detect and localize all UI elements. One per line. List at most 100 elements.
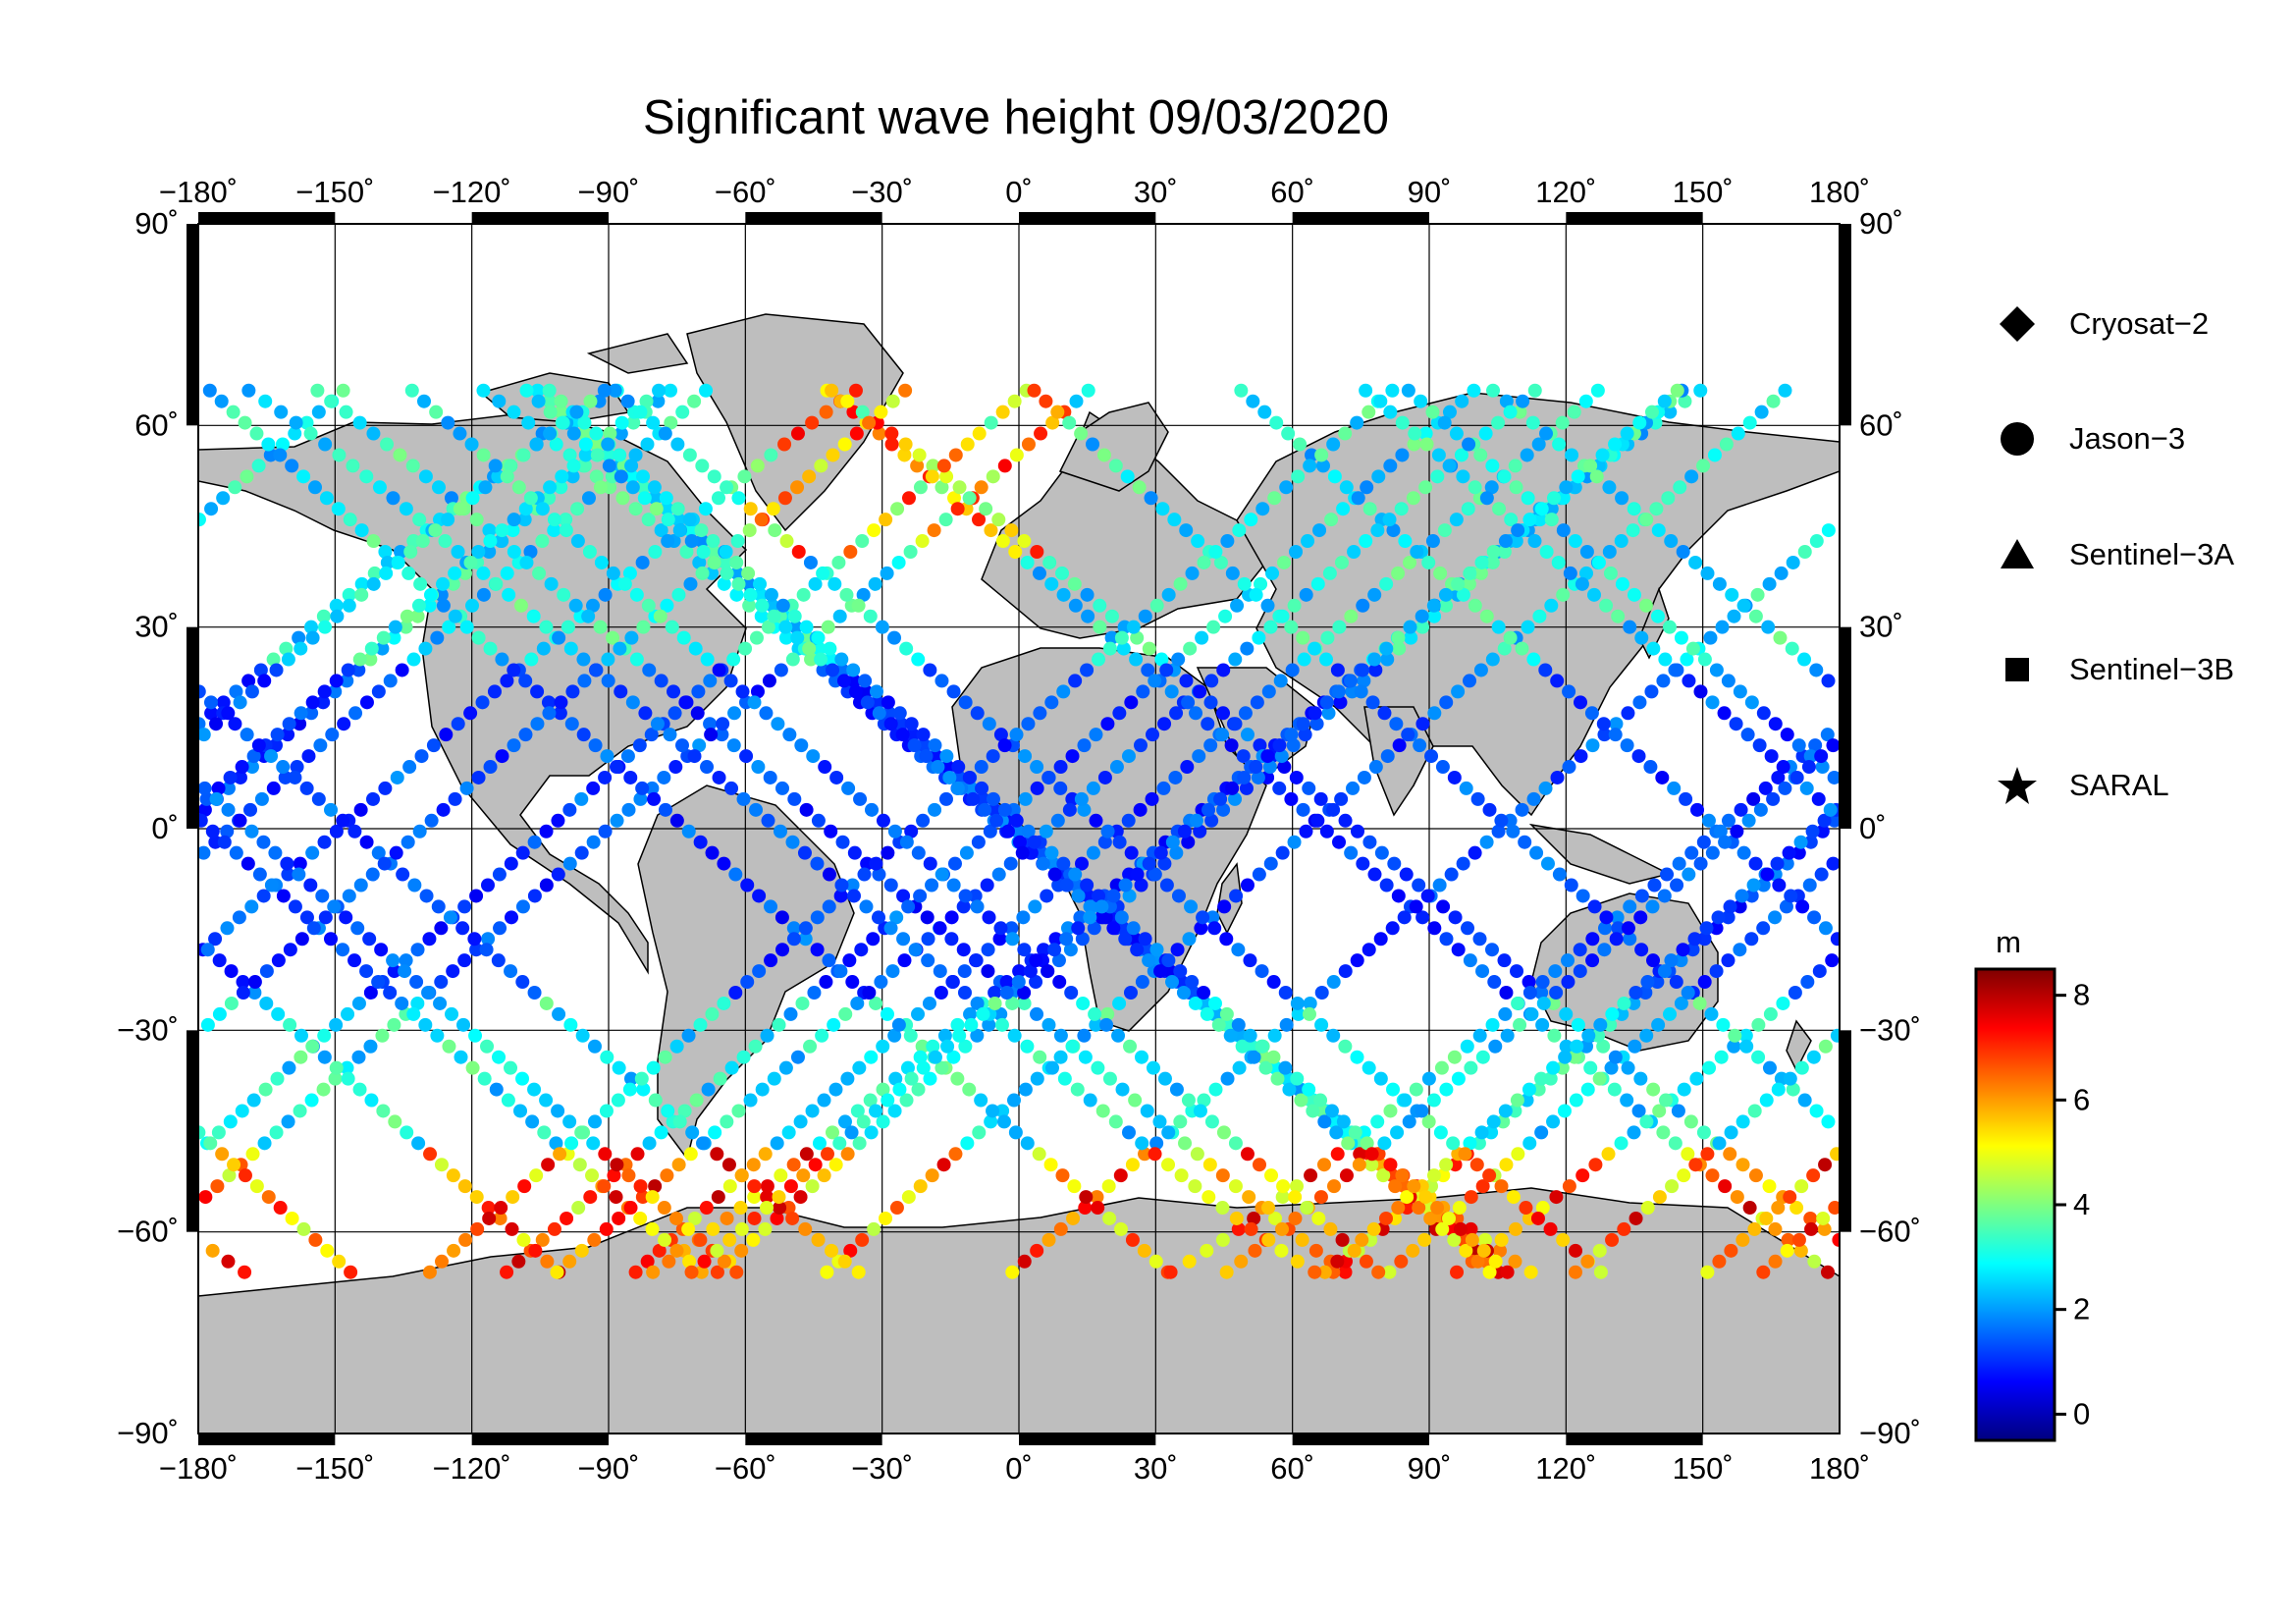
- track-point: [342, 598, 356, 613]
- track-point: [1540, 856, 1555, 871]
- track-point: [241, 674, 256, 688]
- track-point: [390, 770, 404, 784]
- track-point: [1182, 1254, 1197, 1269]
- track-point: [1106, 921, 1121, 936]
- track-point: [1332, 835, 1347, 849]
- track-point: [748, 1039, 763, 1054]
- track-point: [1297, 652, 1311, 667]
- track-point: [1605, 1006, 1620, 1021]
- track-point: [1101, 1179, 1116, 1194]
- track-point: [1020, 555, 1035, 569]
- track-point: [1631, 749, 1646, 764]
- track-point: [633, 1211, 648, 1225]
- frame-bar-top: [471, 212, 609, 224]
- track-point: [1579, 545, 1594, 560]
- track-point: [434, 975, 449, 990]
- track-point: [695, 566, 710, 580]
- track-point: [279, 641, 294, 656]
- track-point: [1044, 1060, 1059, 1075]
- track-point: [1183, 641, 1198, 656]
- track-point: [1673, 480, 1687, 495]
- track-point: [694, 1265, 709, 1279]
- track-point: [993, 921, 1008, 936]
- track-point: [1385, 921, 1400, 936]
- track-point: [899, 641, 914, 656]
- lon-tick-label: 60˚: [1270, 175, 1314, 209]
- track-point: [530, 684, 545, 699]
- track-point: [1138, 1147, 1152, 1162]
- track-point: [550, 1265, 564, 1279]
- track-point: [1011, 975, 1026, 990]
- track-point: [395, 996, 409, 1010]
- track-point: [1421, 1114, 1436, 1129]
- track-point: [1556, 523, 1571, 538]
- track-point: [1680, 652, 1694, 667]
- track-point: [936, 1158, 951, 1172]
- track-point: [726, 652, 741, 667]
- track-point: [332, 448, 347, 462]
- circle-icon: [1993, 414, 2042, 463]
- track-point: [1112, 835, 1127, 849]
- track-point: [1437, 523, 1452, 538]
- track-point: [858, 674, 873, 688]
- track-point: [724, 1060, 739, 1075]
- track-point: [623, 1071, 638, 1086]
- track-point: [400, 1125, 414, 1140]
- track-point: [1040, 889, 1054, 903]
- track-point: [1135, 1136, 1149, 1151]
- track-point: [1758, 781, 1773, 795]
- track-point: [720, 480, 734, 495]
- frame-bar-top: [1566, 212, 1703, 224]
- track-point: [679, 695, 694, 710]
- track-point: [448, 609, 462, 623]
- track-point: [1715, 620, 1730, 634]
- track-point: [1591, 555, 1606, 569]
- track-point: [1287, 598, 1302, 613]
- track-point: [1280, 1071, 1295, 1086]
- track-point: [253, 663, 268, 677]
- track-point: [387, 1017, 401, 1032]
- track-point: [790, 630, 805, 645]
- track-point: [628, 502, 643, 516]
- track-point: [1456, 587, 1470, 602]
- track-point: [995, 1104, 1010, 1118]
- track-point: [311, 405, 326, 419]
- track-point: [1439, 1082, 1454, 1097]
- track-point: [1374, 845, 1389, 860]
- track-point: [305, 1039, 320, 1054]
- track-point: [1435, 760, 1450, 775]
- track-point: [1400, 1190, 1415, 1205]
- track-point: [1597, 921, 1612, 936]
- track-point: [760, 1190, 774, 1205]
- track-point: [1379, 878, 1394, 893]
- track-point: [1097, 835, 1112, 849]
- track-point: [1252, 630, 1266, 645]
- track-point: [1614, 534, 1629, 549]
- track-point: [318, 437, 333, 452]
- track-point: [375, 1028, 390, 1043]
- track-point: [1499, 986, 1514, 1001]
- frame-bar-top: [745, 212, 882, 224]
- track-point: [1179, 523, 1194, 538]
- track-point: [1774, 566, 1789, 580]
- track-point: [652, 383, 667, 398]
- track-point: [554, 405, 568, 419]
- track-point: [1249, 587, 1263, 602]
- track-point: [1288, 1190, 1303, 1205]
- track-point: [551, 1104, 565, 1118]
- track-point: [539, 996, 554, 1010]
- track-point: [1225, 566, 1240, 580]
- track-point: [822, 953, 836, 968]
- track-point: [577, 415, 592, 430]
- track-point: [919, 749, 934, 764]
- track-point: [705, 845, 720, 860]
- track-point: [896, 889, 911, 903]
- track-point: [587, 1114, 602, 1129]
- longitude-labels-top: −180˚ −150˚ −120˚ −90˚ −60˚ −30˚ 0˚ 30˚ 60˚ 90˚ 12…: [159, 175, 1870, 209]
- track-point: [706, 1221, 721, 1236]
- track-point: [413, 576, 428, 591]
- track-point: [1783, 1190, 1797, 1205]
- track-point: [1036, 856, 1050, 871]
- track-point: [1721, 910, 1735, 925]
- track-point: [1475, 1179, 1490, 1194]
